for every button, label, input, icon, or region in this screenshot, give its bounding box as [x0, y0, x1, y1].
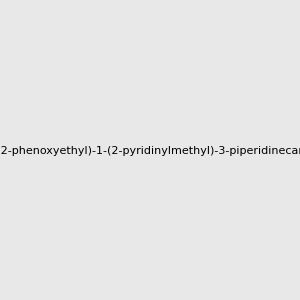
- Text: 6-oxo-N-(2-phenoxyethyl)-1-(2-pyridinylmethyl)-3-piperidinecarboxamide: 6-oxo-N-(2-phenoxyethyl)-1-(2-pyridinylm…: [0, 146, 300, 157]
